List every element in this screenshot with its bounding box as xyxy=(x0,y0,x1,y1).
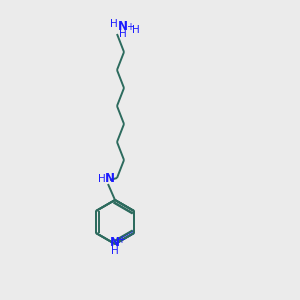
Text: H: H xyxy=(110,19,118,29)
Text: H: H xyxy=(98,174,106,184)
Text: N: N xyxy=(118,20,128,34)
Text: N: N xyxy=(110,236,120,250)
Text: H: H xyxy=(119,29,127,39)
Text: H: H xyxy=(111,246,119,256)
Text: +: + xyxy=(126,22,134,32)
Text: H: H xyxy=(132,25,140,35)
Text: +: + xyxy=(117,235,125,245)
Text: N: N xyxy=(105,172,115,185)
